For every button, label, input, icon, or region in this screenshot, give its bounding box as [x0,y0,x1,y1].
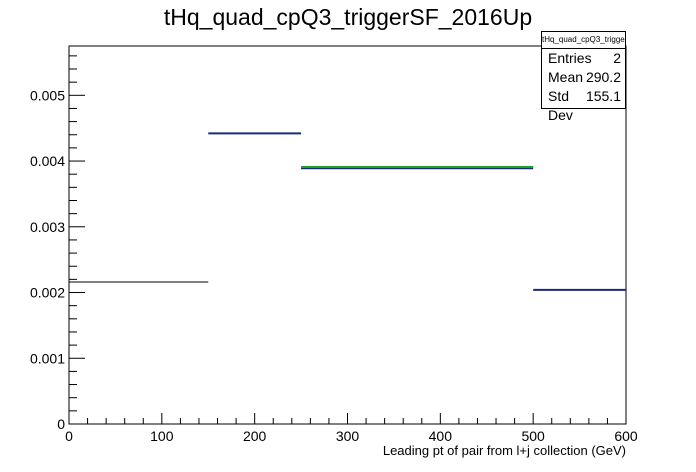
y-tick-label: 0 [57,416,65,432]
x-tick-label: 500 [521,428,545,444]
x-tick-label: 200 [243,428,267,444]
stats-value: 2 [613,50,621,66]
x-tick-label: 300 [336,428,360,444]
stats-row-entries: Entries 2 [542,49,625,68]
y-tick-label: 0.002 [30,285,65,301]
stats-label: Entries [548,50,592,66]
stats-label: Std Dev [548,88,573,123]
y-tick-label: 0.004 [30,153,65,169]
stats-row-mean: Mean 290.2 [542,68,625,87]
stats-row-stddev: Std Dev 155.1 [542,87,625,123]
x-tick-label: 600 [614,428,638,444]
x-tick-label: 100 [150,428,174,444]
chart-title: tHq_quad_cpQ3_triggerSF_2016Up [163,4,533,30]
y-tick-label: 0.001 [30,350,65,366]
y-tick-label: 0.005 [30,87,65,103]
stats-value: 290.2 [585,69,621,85]
stats-title: tHq_quad_cpQ3_triggerSF_2016Up [542,32,625,49]
stats-label: Mean [548,69,584,85]
stats-box: tHq_quad_cpQ3_triggerSF_2016Up Entries 2… [541,31,626,123]
stats-value: 155.1 [585,88,621,104]
x-tick-label: 400 [429,428,453,444]
y-tick-label: 0.003 [30,219,65,235]
x-axis-label: Leading pt of pair from l+j collection (… [382,443,626,458]
x-tick-label: 0 [65,428,73,444]
